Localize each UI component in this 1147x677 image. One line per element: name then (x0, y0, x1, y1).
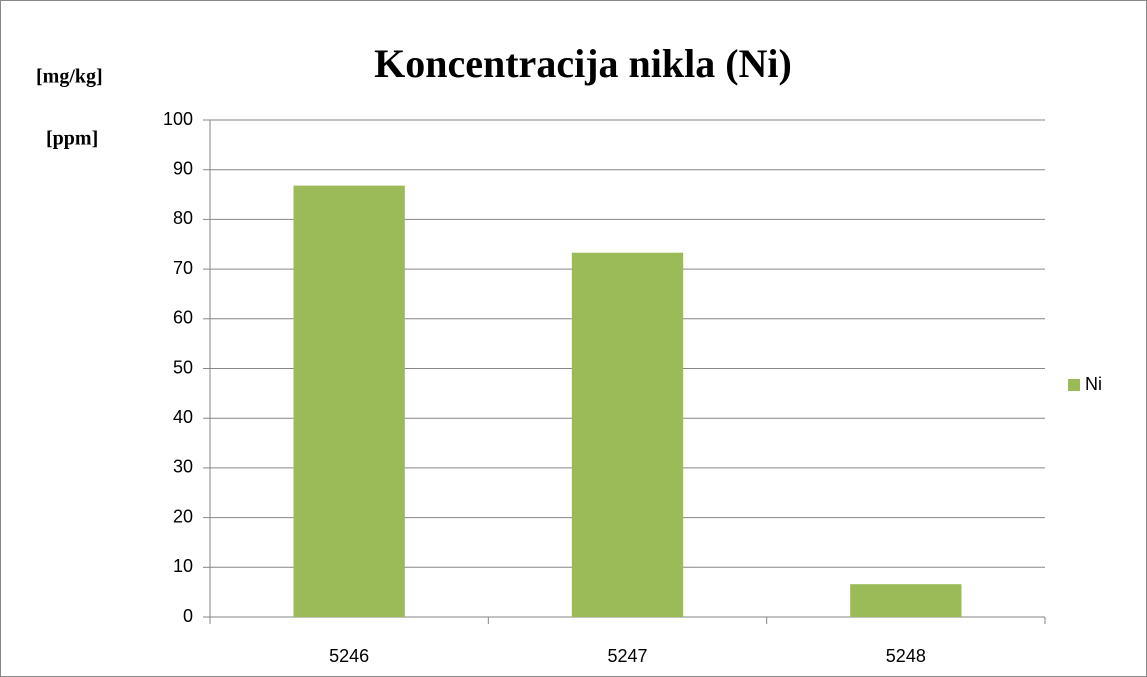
y-tick-label: 0 (183, 606, 193, 626)
bar (850, 584, 962, 617)
chart-title: Koncentracija nikla (Ni) (374, 41, 792, 86)
bar (571, 252, 684, 617)
y-tick-label: 40 (173, 407, 193, 427)
x-tick-label: 5248 (886, 646, 926, 666)
y-tick-label: 20 (173, 506, 193, 526)
y-tick-label: 80 (173, 208, 193, 228)
x-tick-label: 5246 (329, 646, 369, 666)
legend-label: Ni (1085, 374, 1102, 394)
y-axis-label: [mg/kg] (36, 66, 103, 88)
y-tick-label: 60 (173, 308, 193, 328)
y-tick-label: 90 (173, 158, 193, 178)
legend-swatch (1068, 379, 1080, 391)
y-tick-label: 30 (173, 457, 193, 477)
y-tick-label: 10 (173, 556, 193, 576)
y-tick-label: 100 (163, 109, 193, 129)
y-axis-label: [ppm] (46, 128, 98, 150)
x-tick-label: 5247 (607, 646, 647, 666)
bar (293, 185, 405, 617)
y-tick-label: 50 (173, 357, 193, 377)
y-tick-label: 70 (173, 258, 193, 278)
